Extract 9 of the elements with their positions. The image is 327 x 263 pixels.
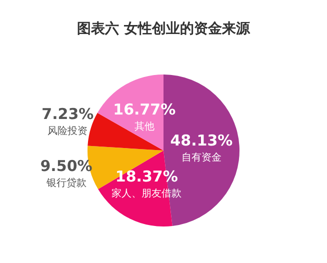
chart-title: 图表六 女性创业的资金来源 [77, 20, 251, 37]
data-label: 18.37% [115, 168, 178, 186]
data-label: 7.23% [42, 104, 94, 123]
slice-label: 其他 [134, 120, 154, 133]
slice-label: 家人、朋友借款 [112, 188, 182, 200]
slice-label: 风险投资 [48, 124, 88, 137]
data-label: 48.13% [170, 131, 233, 150]
slice-label: 自有资金 [181, 151, 222, 164]
slice-label: 银行贷款 [45, 176, 86, 189]
